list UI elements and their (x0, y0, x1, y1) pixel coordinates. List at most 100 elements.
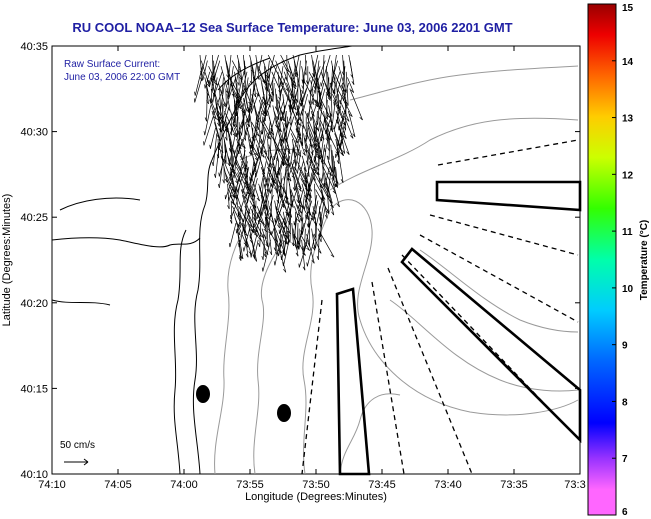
current-vector-head (345, 118, 350, 122)
current-vector (242, 206, 252, 230)
current-vector-head (294, 185, 296, 190)
current-vector-head (281, 193, 283, 198)
current-vector (253, 239, 259, 259)
current-vector (220, 82, 225, 111)
current-vector (229, 133, 236, 163)
current-vector-head (280, 255, 282, 260)
current-vector-head (293, 166, 297, 171)
current-vector (294, 178, 304, 209)
current-vector-head (330, 128, 334, 133)
current-vector (349, 88, 363, 121)
current-vector (212, 133, 218, 166)
current-vector (261, 133, 267, 155)
current-vector (268, 116, 275, 136)
current-vector (321, 150, 327, 182)
current-vector (267, 138, 270, 161)
current-vector-head (299, 204, 304, 209)
current-vector-head (277, 224, 280, 229)
current-vector (255, 110, 271, 140)
current-vector (280, 127, 285, 147)
current-vector (275, 88, 278, 111)
current-vector (259, 217, 268, 232)
current-vector-head (257, 125, 260, 131)
current-vector-head (261, 112, 265, 117)
current-vector-head (336, 203, 340, 208)
current-vector (318, 150, 320, 167)
current-vector-head (329, 95, 332, 100)
current-vector (214, 122, 224, 153)
current-vector (333, 127, 344, 156)
colorbar-tick-label: 11 (622, 227, 633, 238)
current-vector-head (317, 101, 319, 106)
current-vector (279, 194, 290, 217)
current-vector (204, 77, 210, 96)
current-vector (224, 54, 229, 79)
current-vector (222, 133, 231, 167)
current-vector (238, 127, 241, 146)
current-vector (333, 71, 346, 99)
current-vector (320, 200, 325, 222)
current-vector (325, 178, 333, 204)
current-vector-head (260, 130, 263, 135)
current-vector-head (273, 261, 276, 266)
current-vector (297, 150, 302, 174)
current-vector (249, 144, 259, 162)
current-vector-head (274, 218, 276, 223)
current-vector-head (317, 162, 320, 167)
current-vector (250, 234, 256, 259)
current-vector (267, 150, 277, 182)
current-vector (232, 150, 243, 176)
y-tick-label: 40:35 (20, 41, 48, 53)
current-vector-head (311, 259, 315, 264)
current-vector-head (301, 89, 304, 94)
current-vector (241, 161, 249, 177)
current-vector (269, 166, 281, 194)
current-vector-head (332, 190, 337, 194)
current-vector-head (307, 197, 310, 202)
current-vector (331, 60, 336, 85)
current-vector (232, 94, 239, 117)
current-vector-head (267, 224, 270, 229)
current-vector (297, 105, 305, 124)
current-vector-head (273, 247, 277, 252)
current-vector (257, 66, 266, 84)
current-vector-head (261, 267, 264, 272)
current-vector-head (294, 73, 297, 78)
current-vector (257, 150, 266, 175)
current-vector (282, 94, 290, 116)
current-vector-head (279, 142, 282, 147)
current-vector (334, 133, 344, 156)
current-vector (231, 110, 238, 133)
current-vector-head (306, 112, 309, 117)
current-vector (277, 155, 284, 176)
current-vector (259, 222, 262, 247)
current-vector (268, 172, 278, 191)
current-vector (213, 94, 222, 115)
current-vector (276, 178, 283, 211)
current-vector-head (346, 101, 349, 106)
current-vector-head (306, 262, 308, 267)
current-vector-head (359, 116, 363, 121)
current-vector (297, 133, 306, 156)
current-vector (333, 99, 347, 126)
current-vector (325, 99, 328, 123)
current-vector-head (300, 142, 304, 147)
current-vector-head (256, 133, 260, 137)
current-vector (318, 234, 320, 260)
current-vector (337, 150, 344, 183)
current-vector (318, 105, 323, 132)
current-vector (307, 239, 315, 267)
current-vector-head (297, 219, 301, 223)
current-vector-head (249, 223, 253, 228)
current-vector-head (325, 210, 330, 214)
current-vector-head (305, 80, 309, 85)
current-vector (303, 133, 307, 153)
current-vector-head (340, 179, 344, 183)
current-vector-head (243, 195, 247, 200)
current-vector (313, 66, 316, 90)
current-vector-head (350, 135, 354, 139)
current-vector (288, 66, 296, 84)
current-vector-head (288, 214, 293, 218)
current-vector (317, 228, 335, 258)
current-vector (236, 138, 247, 171)
